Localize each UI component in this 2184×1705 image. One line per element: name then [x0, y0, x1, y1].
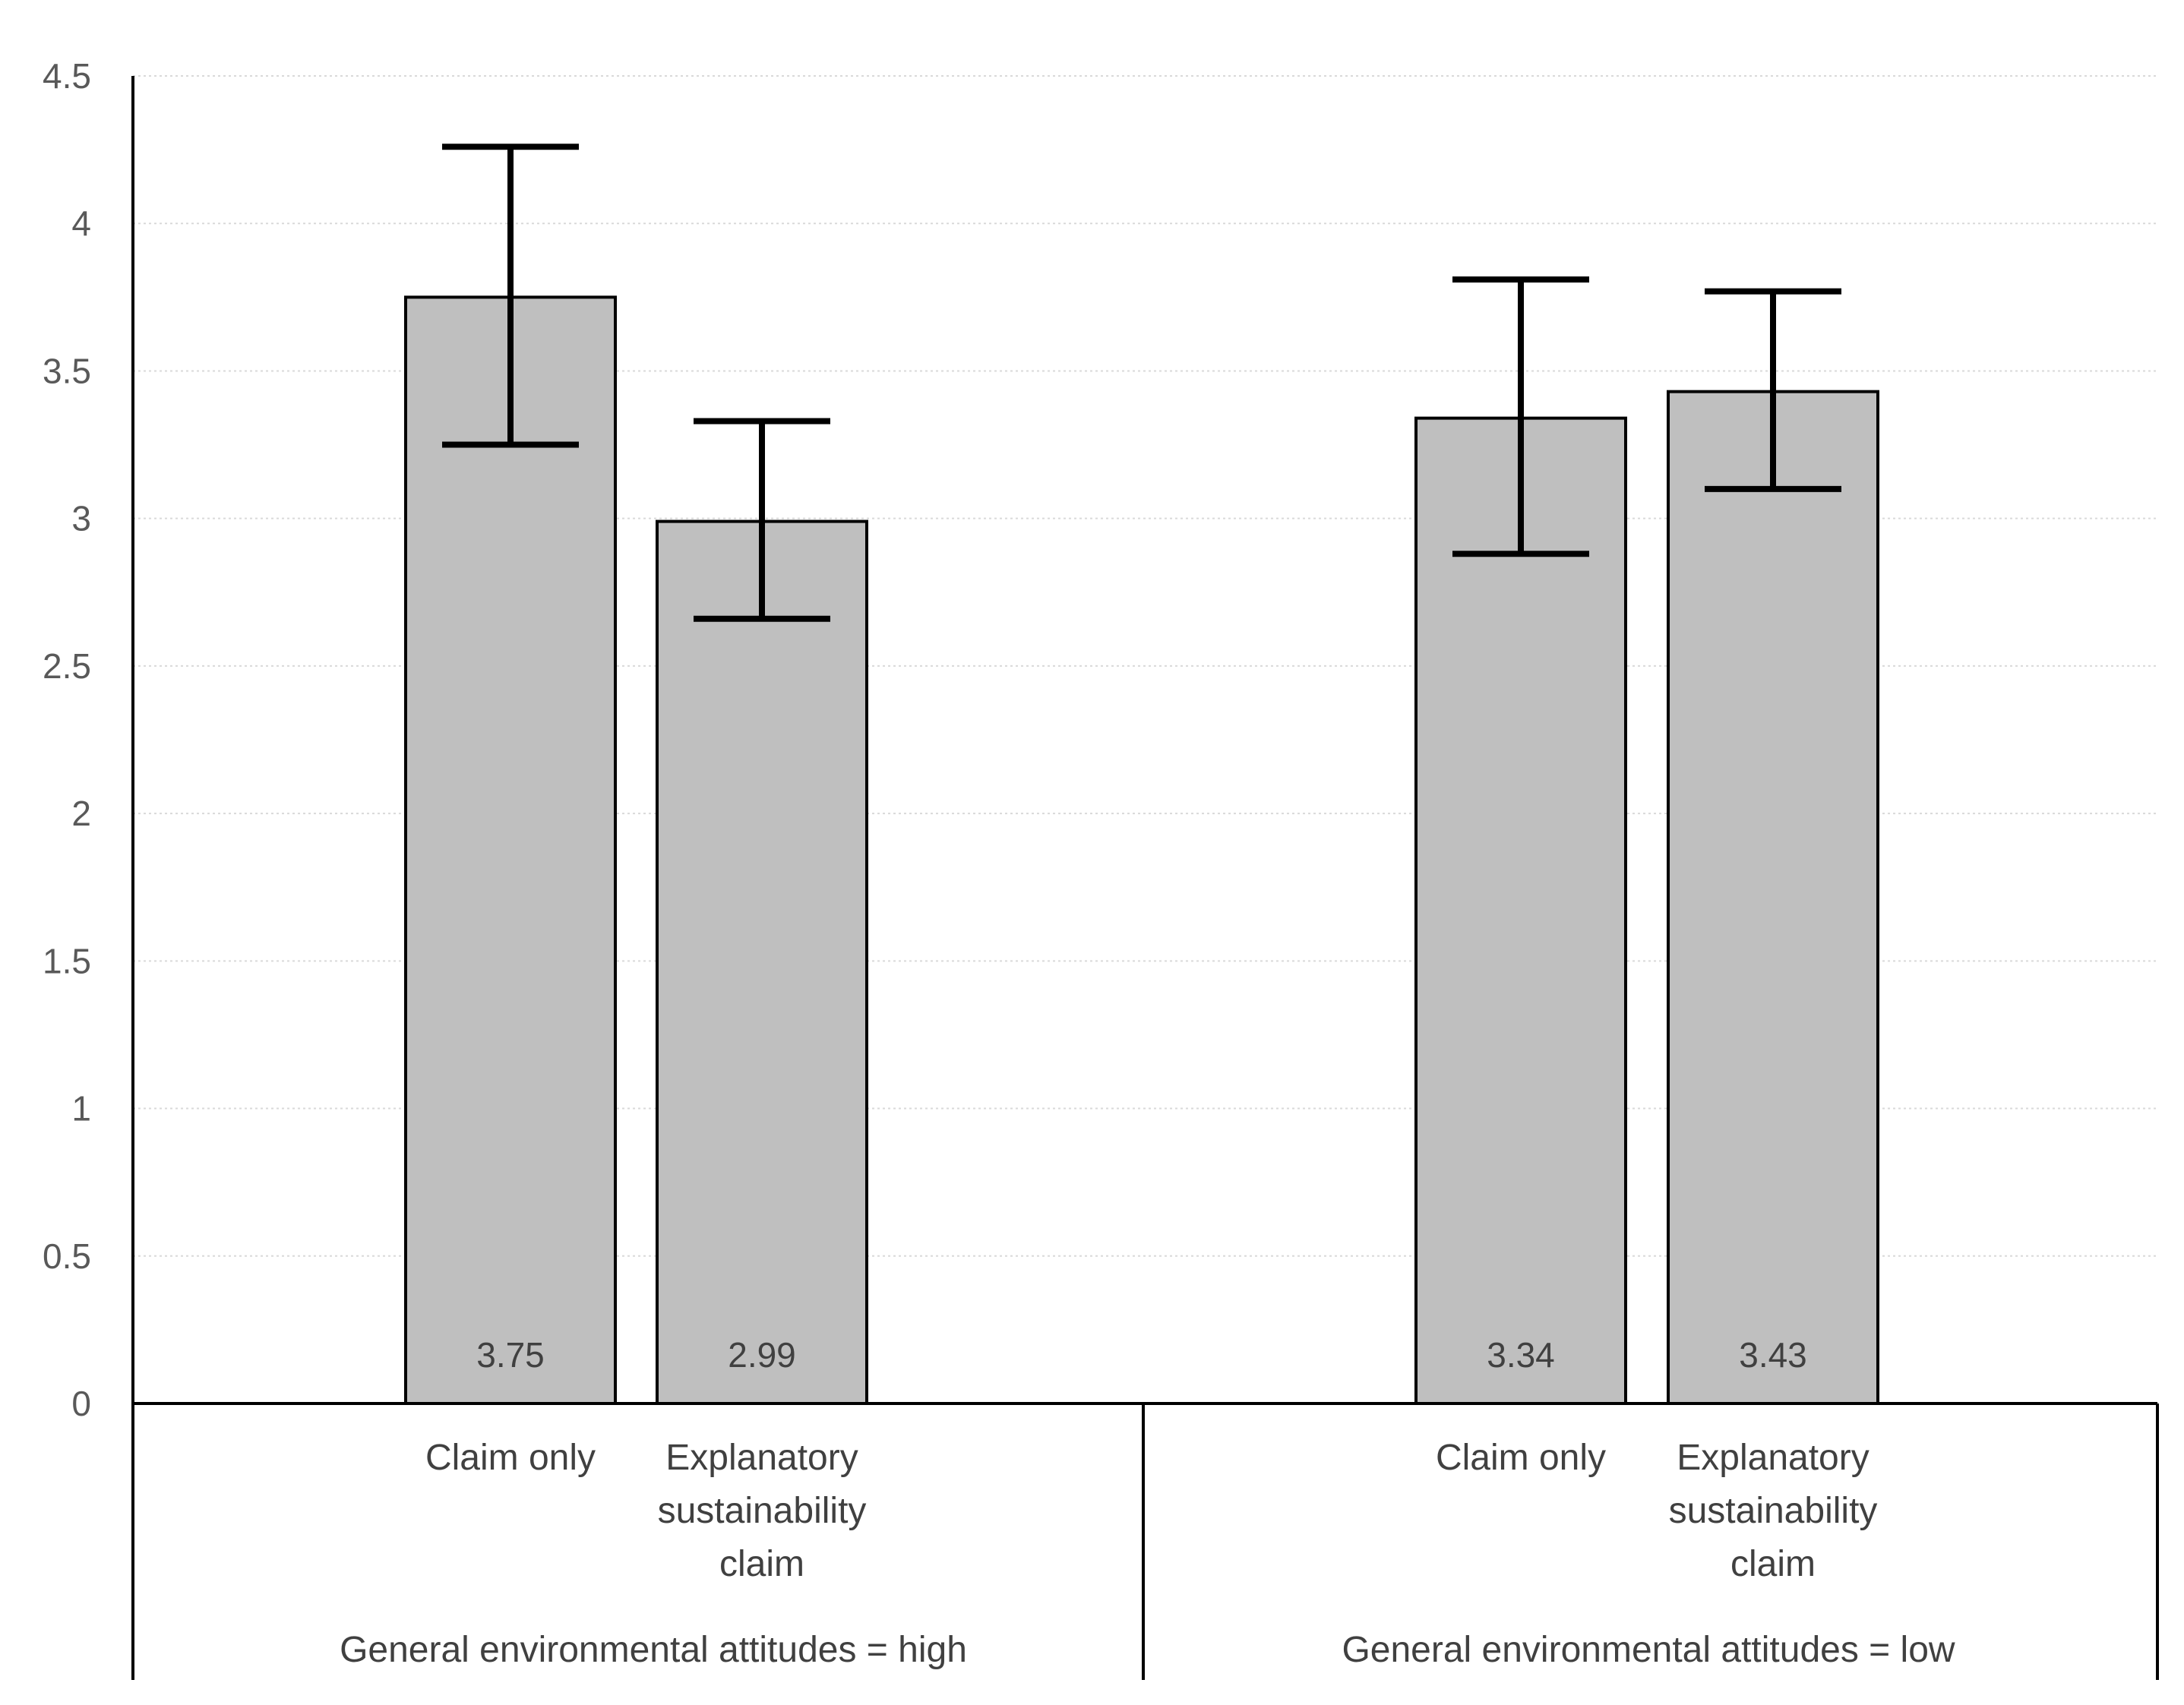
- axes: [131, 76, 2159, 1680]
- y-tick-label: 1.5: [43, 941, 91, 980]
- bar: [656, 519, 868, 1405]
- data-label: 2.99: [728, 1335, 796, 1375]
- group-label: General environmental attitudes = low: [1342, 1630, 1955, 1670]
- y-tick-label: 3.5: [43, 351, 91, 390]
- category-label-line: claim: [719, 1544, 804, 1584]
- y-tick-label: 2: [71, 794, 91, 833]
- error-bars: [442, 144, 1841, 622]
- category-label-line: Claim only: [1436, 1438, 1606, 1478]
- bar: [1414, 416, 1627, 1405]
- category-label-line: Explanatory: [665, 1438, 858, 1478]
- category-labels: Claim only Explanatory sustainability claim…: [340, 1438, 1955, 1670]
- y-tick-label: 2.5: [43, 646, 91, 686]
- y-tick-label: 4.5: [43, 56, 91, 96]
- category-label: Claim only: [425, 1438, 596, 1478]
- data-labels: 3.75 2.99 3.34 3.43: [476, 1335, 1807, 1375]
- category-label-line: Explanatory: [1677, 1438, 1869, 1478]
- category-label: Explanatory sustainability claim: [1669, 1438, 1878, 1584]
- data-label: 3.43: [1739, 1335, 1807, 1375]
- y-tick-labels: 0 0.5 1 1.5 2 2.5 3 3.5 4 4.5: [43, 56, 91, 1423]
- data-label: 3.75: [476, 1335, 545, 1375]
- y-tick-label: 3: [71, 499, 91, 538]
- y-tick-label: 1: [71, 1089, 91, 1129]
- bars: [404, 295, 1879, 1406]
- data-label: 3.34: [1487, 1335, 1555, 1375]
- bar: [404, 295, 617, 1405]
- y-tick-label: 0.5: [43, 1236, 91, 1276]
- category-label: Explanatory sustainability claim: [658, 1438, 867, 1584]
- category-label-line: sustainability: [658, 1491, 867, 1531]
- category-label: Claim only: [1436, 1438, 1606, 1478]
- category-label-line: claim: [1730, 1544, 1816, 1584]
- group-label: General environmental attitudes = high: [340, 1630, 967, 1670]
- y-tick-label: 4: [71, 204, 91, 243]
- category-label-line: Claim only: [425, 1438, 596, 1478]
- bar: [1667, 390, 1879, 1406]
- y-tick-label: 0: [71, 1384, 91, 1423]
- category-label-line: sustainability: [1669, 1491, 1878, 1531]
